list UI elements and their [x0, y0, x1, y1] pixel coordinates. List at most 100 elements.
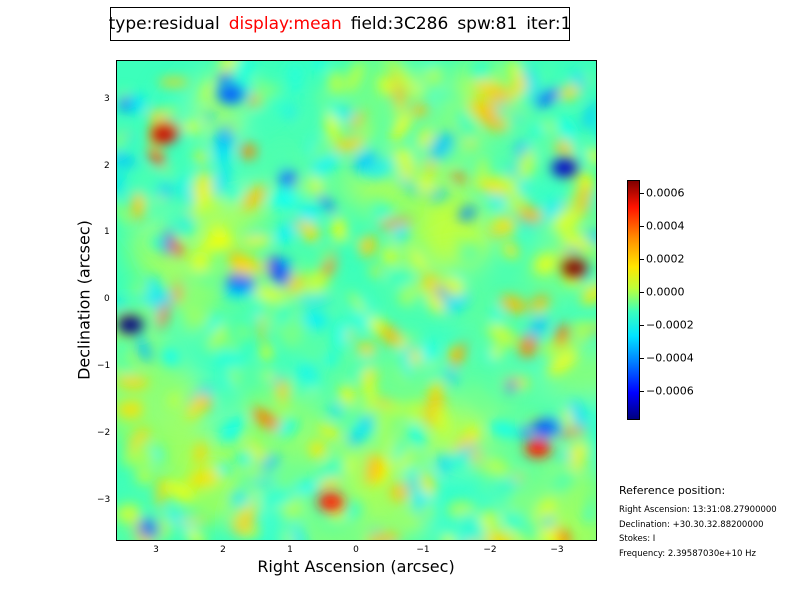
residual-blob — [252, 112, 277, 127]
residual-blob — [156, 476, 166, 510]
residual-blob — [161, 348, 180, 366]
residual-blob — [351, 151, 379, 172]
residual-blob — [117, 199, 132, 226]
reference-position-panel: Reference position: Right Ascension: 13:… — [619, 484, 799, 561]
residual-blob — [571, 70, 588, 92]
residual-blob — [401, 331, 421, 343]
residual-blob — [117, 297, 126, 309]
residual-blob — [345, 500, 363, 518]
residual-peak — [561, 259, 588, 278]
colorbar-tick-label: −0.0006 — [646, 384, 694, 398]
residual-blob — [174, 273, 201, 286]
residual-blob — [317, 423, 342, 440]
residual-blob — [508, 206, 520, 219]
residual-blob — [177, 122, 202, 132]
residual-blob — [536, 61, 554, 95]
colorbar-tick — [640, 226, 644, 227]
residual-blob — [538, 499, 556, 518]
x-tick-label: 1 — [287, 545, 293, 555]
residual-blob — [186, 393, 206, 420]
residual-blob — [309, 154, 341, 175]
residual-blob — [543, 119, 556, 133]
residual-blob — [316, 88, 328, 109]
residual-blob — [137, 169, 153, 183]
residual-blob — [347, 529, 364, 540]
residual-blob — [333, 319, 348, 352]
residual-blob — [161, 229, 175, 256]
residual-blob — [408, 400, 424, 423]
residual-blob — [240, 234, 272, 247]
x-tick-label: 0 — [353, 545, 359, 555]
residual-blob — [557, 115, 579, 144]
residual-blob — [572, 320, 587, 333]
y-tick-label: 3 — [104, 94, 110, 104]
residual-blob — [347, 405, 367, 422]
residual-blob — [310, 61, 327, 71]
reference-frequency: Frequency: 2.39587030e+10 Hz — [619, 548, 756, 559]
residual-blob — [360, 451, 368, 481]
residual-blob — [197, 335, 215, 358]
residual-blob — [324, 352, 338, 367]
residual-blob — [370, 204, 394, 222]
residual-blob — [213, 165, 230, 196]
residual-blob — [228, 361, 241, 388]
residual-blob — [285, 62, 305, 83]
residual-blob — [528, 315, 548, 339]
residual-blob — [214, 353, 247, 369]
residual-blob — [214, 129, 236, 149]
residual-blob — [117, 129, 134, 153]
residual-blob — [316, 245, 336, 265]
residual-blob — [454, 535, 476, 540]
residual-blob — [194, 151, 208, 164]
residual-blob — [274, 505, 309, 514]
residual-blob — [117, 510, 133, 523]
residual-blob — [333, 136, 365, 153]
title-display: display:mean — [228, 14, 342, 34]
residual-blob — [517, 177, 529, 196]
residual-blob — [503, 512, 519, 529]
residual-blob — [131, 399, 142, 410]
residual-blob — [574, 317, 596, 339]
residual-blob — [117, 152, 137, 168]
residual-blob — [570, 458, 584, 471]
residual-blob — [137, 518, 160, 539]
residual-blob — [561, 231, 589, 250]
y-tick-label: −1 — [97, 361, 111, 371]
x-tick-label: 2 — [220, 545, 226, 555]
residual-blob — [585, 229, 596, 245]
residual-blob — [118, 96, 135, 113]
residual-blob — [135, 439, 145, 455]
residual-image[interactable] — [116, 60, 597, 541]
residual-blob — [241, 361, 257, 380]
residual-blob — [138, 303, 156, 323]
residual-blob — [242, 185, 266, 211]
residual-blob — [276, 469, 295, 487]
residual-blob — [442, 276, 465, 297]
colorbar-tick — [640, 292, 644, 293]
colorbar-tick-label: 0.0006 — [646, 186, 685, 200]
residual-blob — [408, 449, 425, 467]
residual-blob — [267, 255, 290, 287]
residual-texture — [129, 220, 190, 296]
x-tick-label: −3 — [550, 545, 564, 555]
residual-blob — [541, 337, 577, 359]
residual-blob — [395, 454, 411, 473]
residual-blob — [306, 136, 317, 157]
residual-blob — [551, 470, 576, 492]
residual-blob — [400, 515, 424, 527]
residual-blob — [349, 110, 366, 131]
residual-blob — [327, 70, 344, 96]
residual-blob — [194, 441, 207, 465]
residual-blob — [407, 423, 427, 448]
residual-blob — [547, 452, 566, 462]
colorbar-tick — [640, 325, 644, 326]
residual-blob — [156, 303, 170, 329]
residual-blob — [477, 471, 499, 496]
residual-blob — [262, 369, 275, 382]
y-tick-label: −2 — [97, 428, 111, 438]
residual-blob — [400, 347, 412, 379]
residual-blob — [251, 306, 265, 319]
residual-blob — [296, 295, 332, 307]
residual-blob — [117, 167, 124, 199]
residual-blob — [506, 378, 517, 393]
